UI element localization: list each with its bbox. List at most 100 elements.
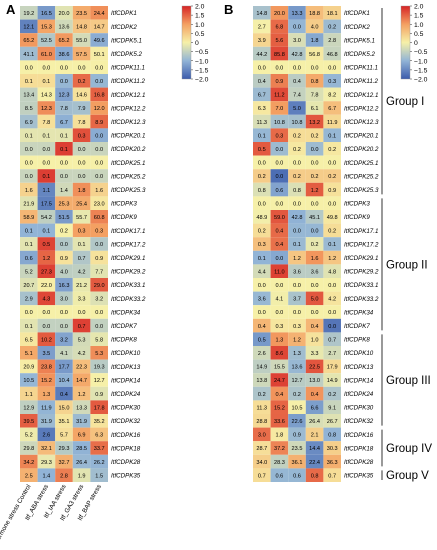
a-cell-14-2: [55, 196, 73, 210]
b-cell-value: 0.0: [293, 65, 301, 71]
b-cell-value: 49.8: [327, 215, 338, 221]
b-cell-value: 7.8: [311, 93, 319, 99]
a-cell-value: 13.4: [23, 93, 34, 99]
a-cell-value: 0.0: [60, 161, 68, 167]
a-cell-2-1: [37, 33, 56, 47]
b-cell-value: 0.3: [293, 324, 301, 330]
b-cell-value: 0.0: [258, 65, 266, 71]
a-cell-19-2: [55, 264, 73, 278]
b-cell-value: 0.6: [293, 473, 301, 479]
a-cell-value: 65.2: [23, 38, 34, 44]
a-cell-30-1: [37, 414, 56, 428]
a-cell-22-2: [55, 305, 73, 319]
a-cell-value: 0.1: [60, 133, 68, 139]
a-cell-0-3: [72, 6, 91, 20]
b-cell-value: 3.0: [258, 433, 266, 439]
a-cell-28-4: [90, 386, 108, 401]
b-cell-24-3: [305, 332, 324, 346]
a-cell-15-3: [72, 210, 91, 224]
a-cell-value: 0.1: [43, 79, 51, 85]
b-cell-value: 2.8: [328, 38, 336, 44]
b-cell-29-1: [270, 400, 289, 414]
a-cell-value: 1.4: [60, 188, 68, 194]
b-cell-value: 1.6: [311, 256, 319, 262]
a-cell-17-4: [90, 237, 108, 251]
b-cell-10-1: [270, 142, 289, 156]
b-cell-value: 36.1: [292, 460, 303, 466]
a-cell-value: 0.0: [78, 65, 86, 71]
b-cell-value: 3.7: [293, 297, 301, 303]
b-cell-value: 10.5: [292, 405, 303, 411]
a-cell-value: 19.3: [94, 365, 105, 371]
b-row-label: ItfCDPK8: [344, 337, 370, 344]
panel-label-b: B: [224, 2, 234, 17]
a-cell-28-2: [55, 386, 73, 401]
b-cell-31-4: [323, 427, 341, 442]
b-cell-value: 0.4: [258, 79, 266, 85]
b-cell-value: 45.1: [309, 215, 320, 221]
b-cell-21-4: [323, 291, 341, 306]
b-cell-16-1: [270, 223, 289, 238]
b-cell-27-1: [270, 373, 289, 387]
a-cell-26-1: [37, 359, 56, 374]
a-cell-5-3: [72, 74, 91, 88]
colorbar-b-tick-label: 1.0: [414, 22, 424, 29]
a-cell-value: 1.1: [43, 188, 51, 194]
a-cell-13-3: [72, 182, 91, 197]
a-cell-7-3: [72, 101, 91, 115]
a-cell-value: 3.0: [60, 297, 68, 303]
a-cell-value: 5.3: [95, 351, 103, 357]
b-cell-value: 6.7: [328, 106, 336, 112]
b-cell-5-1: [270, 74, 289, 88]
b-cell-19-1: [270, 264, 289, 278]
b-cell-value: 3.6: [258, 297, 266, 303]
b-cell-value: 42.8: [292, 215, 303, 221]
b-cell-value: 0.0: [276, 201, 284, 207]
b-cell-value: 0.2: [293, 392, 301, 398]
a-cell-value: 7.8: [43, 120, 51, 126]
b-cell-value: 4.4: [258, 269, 266, 275]
b-row-label: ItfCDPK32: [344, 418, 374, 425]
b-cell-value: 0.7: [328, 337, 336, 343]
a-cell-22-1: [37, 305, 56, 319]
a-cell-value: 0.0: [25, 174, 33, 180]
b-cell-value: 0.0: [258, 310, 266, 316]
a-cell-value: 6.7: [60, 120, 68, 126]
a-cell-value: 65.2: [59, 38, 70, 44]
b-cell-value: 0.2: [311, 174, 319, 180]
b-cell-14-0: [253, 196, 271, 210]
a-cell-29-1: [37, 400, 56, 414]
a-cell-14-0: [20, 196, 38, 210]
a-cell-29-2: [55, 400, 73, 414]
b-cell-value: 0.4: [276, 392, 284, 398]
a-cell-value: 3.2: [60, 337, 68, 343]
heatmap-b: 14.8 20.0 13.3 18.8 18.1 ItfCDPK1 2.7 6.8 0.0 4.0…: [253, 6, 379, 482]
b-cell-10-2: [288, 142, 306, 156]
b-cell-value: 4.0: [311, 25, 319, 31]
a-cell-11-3: [72, 155, 91, 170]
a-row-label: ItfCDPK24: [111, 391, 141, 398]
a-cell-24-2: [55, 332, 73, 346]
colorbar-b-tick-label: 0: [414, 40, 418, 47]
a-cell-12-4: [90, 169, 108, 183]
b-cell-value: 0.0: [311, 229, 319, 235]
b-cell-28-3: [305, 386, 324, 401]
a-cell-20-4: [90, 278, 108, 292]
b-cell-24-0: [253, 332, 271, 346]
b-cell-value: 6.6: [311, 405, 319, 411]
b-cell-23-4: [323, 318, 341, 333]
a-cell-value: 0.1: [60, 147, 68, 153]
a-cell-31-4: [90, 427, 108, 442]
a-cell-34-3: [72, 468, 91, 482]
a-cell-value: 4.0: [60, 269, 68, 275]
colorbar-b-tick-label: −0.5: [414, 49, 428, 56]
a-cell-value: 23.0: [94, 201, 105, 207]
b-cell-11-1: [270, 155, 289, 170]
b-cell-18-4: [323, 250, 341, 265]
b-cell-15-2: [288, 210, 306, 224]
a-cell-34-4: [90, 468, 108, 482]
a-cell-30-2: [55, 414, 73, 428]
colorbar-a-gradient: [181, 5, 192, 80]
a-cell-value: 0.0: [95, 174, 103, 180]
b-cell-value: 0.2: [328, 147, 336, 153]
